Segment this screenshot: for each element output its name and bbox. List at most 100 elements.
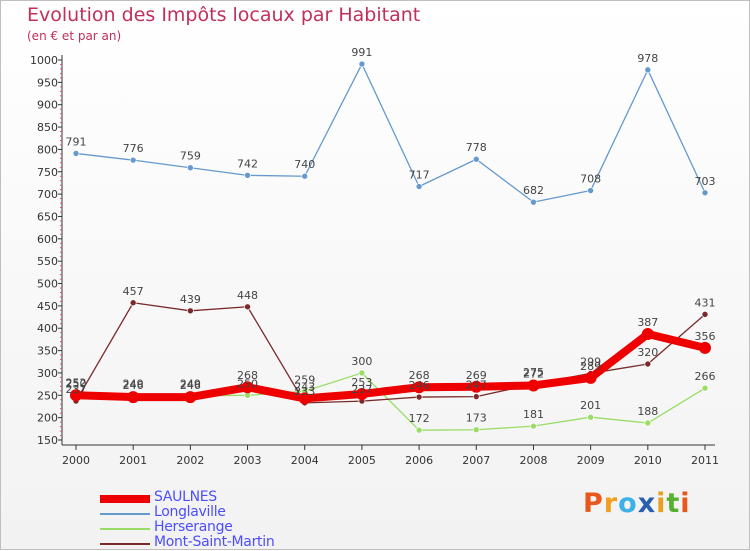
- legend-swatch-saulnes: [100, 495, 150, 503]
- x-tick-label: 2004: [291, 454, 319, 467]
- x-tick-label: 2002: [176, 454, 204, 467]
- data-point: [472, 426, 480, 434]
- data-label: 431: [695, 296, 716, 309]
- data-point: [472, 155, 480, 163]
- data-label: 249: [180, 378, 201, 391]
- data-point: [301, 172, 309, 180]
- logo-letter: i: [680, 488, 691, 519]
- x-tick-label: 2006: [405, 454, 433, 467]
- data-label: 448: [237, 289, 258, 302]
- data-point: [355, 387, 368, 400]
- logo-letter: t: [666, 488, 681, 519]
- y-tick-label: 850: [37, 121, 58, 134]
- data-point: [129, 299, 137, 307]
- y-tick-label: 150: [37, 434, 58, 447]
- legend-label: Herserange: [154, 519, 233, 535]
- x-tick-label: 2007: [462, 454, 490, 467]
- x-tick-label: 2008: [519, 454, 547, 467]
- x-tick-label: 2001: [119, 454, 147, 467]
- x-tick-label: 2000: [62, 454, 90, 467]
- data-label: 243: [294, 380, 315, 393]
- data-point: [415, 393, 423, 401]
- data-label: 181: [523, 408, 544, 421]
- data-label: 172: [409, 412, 430, 425]
- data-label: 356: [695, 330, 716, 343]
- y-tick-label: 300: [37, 367, 58, 380]
- data-point: [241, 381, 254, 394]
- data-label: 991: [351, 46, 372, 59]
- data-label: 708: [580, 173, 601, 186]
- data-point: [701, 384, 709, 392]
- data-label: 457: [123, 285, 144, 298]
- data-label: 791: [66, 135, 87, 148]
- data-label: 246: [123, 379, 144, 392]
- data-point: [587, 413, 594, 421]
- legend-label: Mont-Saint-Martin: [154, 534, 275, 550]
- data-label: 272: [523, 367, 544, 380]
- data-point: [358, 60, 366, 68]
- data-label: 250: [66, 377, 87, 390]
- data-point: [530, 198, 537, 206]
- data-point: [415, 426, 423, 434]
- data-label: 253: [351, 376, 372, 389]
- data-label: 703: [695, 175, 716, 188]
- data-label: 246: [409, 379, 430, 392]
- data-label: 439: [180, 293, 201, 306]
- data-label: 300: [351, 355, 372, 368]
- data-label: 682: [523, 184, 544, 197]
- data-label: 776: [123, 142, 144, 155]
- data-point: [129, 156, 137, 164]
- legend-swatch-herserange: [100, 528, 150, 530]
- data-point: [701, 311, 709, 318]
- y-tick-label: 700: [37, 188, 58, 201]
- data-label: 268: [409, 369, 430, 382]
- logo-letter: r: [603, 488, 619, 519]
- series-line-longlaville: [75, 63, 706, 203]
- data-point: [644, 360, 652, 368]
- data-point: [470, 380, 483, 393]
- data-label: 237: [66, 383, 87, 396]
- legend-label: Longlaville: [154, 504, 226, 520]
- data-label: 289: [580, 360, 601, 373]
- data-label: 250: [237, 377, 258, 390]
- data-point: [298, 392, 311, 405]
- data-point: [244, 172, 251, 179]
- data-label: 252: [66, 376, 87, 389]
- proxiti-logo[interactable]: Proxiti: [583, 488, 691, 519]
- data-point: [70, 389, 82, 402]
- data-label: 978: [637, 52, 658, 65]
- data-point: [641, 328, 654, 341]
- data-point: [187, 164, 194, 172]
- y-tick-label: 650: [37, 210, 58, 223]
- data-label: 237: [351, 383, 372, 396]
- y-tick-label: 900: [37, 99, 58, 112]
- y-tick-label: 750: [37, 166, 58, 179]
- data-label: 759: [180, 150, 201, 163]
- y-tick-label: 1000: [30, 54, 58, 67]
- data-label: 717: [409, 169, 430, 182]
- y-tick-label: 400: [37, 322, 58, 335]
- data-label: 269: [466, 369, 487, 382]
- data-label: 233: [294, 385, 315, 398]
- data-label: 299: [580, 355, 601, 368]
- data-label: 266: [695, 370, 716, 383]
- data-point: [358, 369, 366, 377]
- data-label: 740: [294, 158, 315, 171]
- data-point: [415, 183, 423, 190]
- data-point: [587, 187, 594, 194]
- logo-letter: P: [583, 488, 604, 519]
- x-tick-label: 2003: [234, 454, 262, 467]
- legend-swatch-longlaville: [100, 513, 150, 515]
- y-tick-label: 950: [37, 76, 58, 89]
- data-label: 778: [466, 141, 487, 154]
- y-tick-label: 200: [37, 412, 58, 425]
- y-tick-label: 450: [37, 300, 58, 313]
- series-line-saulnes: [72, 330, 709, 403]
- y-tick-label: 550: [37, 255, 58, 268]
- data-point: [644, 66, 652, 74]
- data-label: 275: [523, 366, 544, 379]
- logo-letter: i: [656, 488, 667, 519]
- y-tick-label: 600: [37, 233, 58, 246]
- chart-title: Evolution des Impôts locaux par Habitant: [27, 4, 421, 26]
